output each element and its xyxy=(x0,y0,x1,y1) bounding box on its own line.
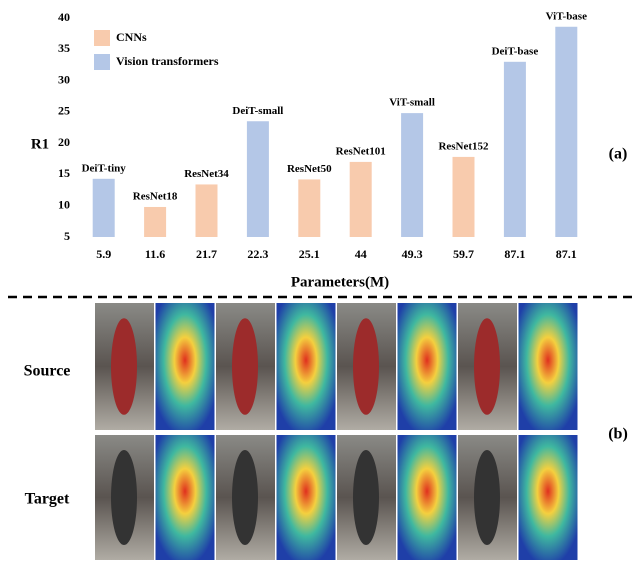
x-tick-label: 21.7 xyxy=(196,247,217,261)
y-tick-label: 20 xyxy=(58,135,70,149)
person-silhouette xyxy=(474,450,500,545)
attention-map xyxy=(398,435,457,560)
bar xyxy=(247,121,269,237)
bar-label: ResNet101 xyxy=(336,145,386,157)
x-tick-label: 59.7 xyxy=(453,247,474,261)
x-axis-label: Parameters(M) xyxy=(291,274,389,290)
bar xyxy=(350,162,372,237)
attention-map xyxy=(519,435,578,560)
person-silhouette xyxy=(232,450,258,545)
bar xyxy=(196,184,218,237)
x-tick-label: 5.9 xyxy=(96,247,111,261)
person-silhouette xyxy=(353,450,379,545)
bar xyxy=(504,62,526,237)
y-tick-label: 10 xyxy=(58,197,70,211)
bar xyxy=(555,27,577,237)
legend-label: CNNs xyxy=(116,30,147,44)
bar-label: ResNet34 xyxy=(184,168,229,180)
y-tick-label: 25 xyxy=(58,104,70,118)
bar xyxy=(453,157,475,237)
bar-label: ResNet50 xyxy=(287,163,332,175)
bar xyxy=(401,113,423,237)
attention-map xyxy=(156,303,215,430)
x-tick-label: 11.6 xyxy=(145,247,165,261)
x-tick-label: 44 xyxy=(355,247,367,261)
person-silhouette xyxy=(353,318,379,415)
y-tick-label: 5 xyxy=(64,229,70,243)
bar-label: ViT-small xyxy=(389,97,435,109)
image-grid xyxy=(95,303,578,560)
attention-map xyxy=(277,435,336,560)
panel-label: (b) xyxy=(608,426,628,443)
bar xyxy=(93,179,115,237)
y-axis-label: R1 xyxy=(31,136,49,152)
x-tick-label: 25.1 xyxy=(299,247,320,261)
bar-label: ResNet18 xyxy=(133,190,178,202)
attention-map xyxy=(398,303,457,430)
y-tick-label: 40 xyxy=(58,10,70,24)
person-silhouette xyxy=(232,318,258,415)
person-silhouette xyxy=(111,450,137,545)
x-tick-label: 87.1 xyxy=(504,247,525,261)
y-tick-label: 15 xyxy=(58,166,70,180)
bar-label: ResNet152 xyxy=(438,140,489,152)
person-silhouette xyxy=(474,318,500,415)
legend-swatch xyxy=(94,30,110,46)
row-label: Source xyxy=(24,363,71,380)
attention-map xyxy=(156,435,215,560)
panel-label: (a) xyxy=(609,146,628,163)
bar-label: DeiT-small xyxy=(232,105,283,117)
figure: R1 Parameters(M) (a) (b) Source Target 5… xyxy=(0,0,640,562)
bar-label: ViT-base xyxy=(546,10,587,22)
y-tick-label: 30 xyxy=(58,72,70,86)
legend-swatch xyxy=(94,54,110,70)
x-tick-label: 49.3 xyxy=(402,247,423,261)
bar-label: DeiT-base xyxy=(492,45,539,57)
attention-map xyxy=(277,303,336,430)
legend-label: Vision transformers xyxy=(116,54,219,68)
y-tick-label: 35 xyxy=(58,41,70,55)
bar xyxy=(144,207,166,237)
bar xyxy=(298,179,320,237)
attention-map xyxy=(519,303,578,430)
person-silhouette xyxy=(111,318,137,415)
x-tick-label: 87.1 xyxy=(556,247,577,261)
bar-label: DeiT-tiny xyxy=(82,162,127,174)
x-tick-label: 22.3 xyxy=(247,247,268,261)
row-label: Target xyxy=(25,491,70,508)
